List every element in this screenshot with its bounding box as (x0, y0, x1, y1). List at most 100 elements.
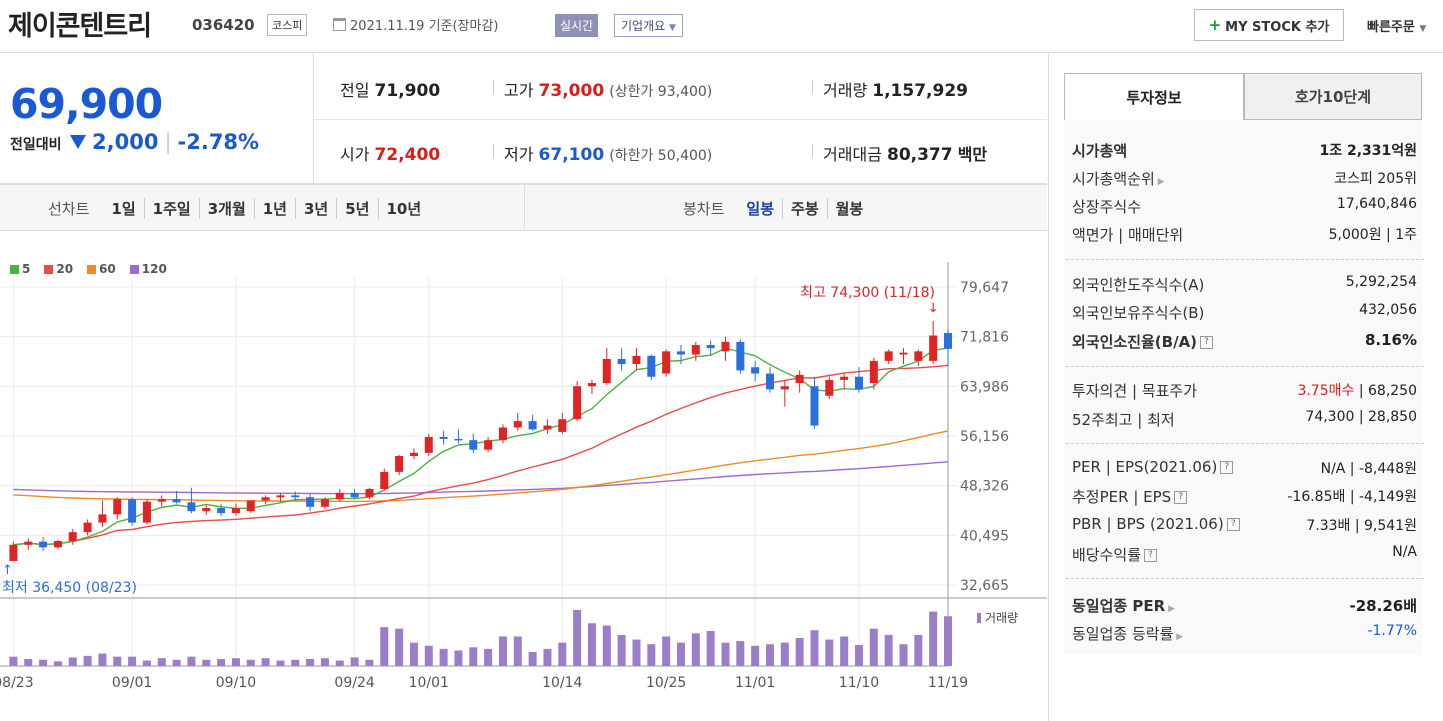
candle-body (647, 355, 656, 377)
tab-1w[interactable]: 1주일 (143, 198, 199, 219)
tab-5y[interactable]: 5년 (336, 198, 377, 219)
ma-5-line (13, 347, 949, 546)
help-icon[interactable]: ? (1144, 549, 1158, 562)
foreign-limit-value: 5,292,254 (1345, 274, 1417, 290)
high-price: 고가 73,000 (상한가 93,400) (504, 77, 712, 101)
candle-body (795, 374, 804, 384)
row-per: PER | EPS(2021.06)? N/A | -8,448원 (1072, 458, 1417, 478)
company-info-dropdown[interactable]: 기업개요 ▼ (614, 14, 683, 37)
realtime-button[interactable]: 실시간 (555, 14, 599, 37)
help-icon[interactable]: ? (1226, 518, 1240, 531)
low-price: 저가 67,100 (하한가 50,400) (504, 141, 712, 165)
candle-body (869, 360, 878, 384)
volume-bar (647, 644, 656, 666)
volume-bar (454, 650, 463, 666)
tab-10y[interactable]: 10년 (377, 198, 430, 219)
row-opinion: 투자의견 | 목표주가 3.75매수 | 68,250 (1072, 380, 1417, 401)
est-per-label: 추정PER | EPS? (1072, 486, 1188, 507)
price-separator (313, 53, 314, 184)
foreign-ratio-label-text: 외국인소진율(B/A) (1072, 333, 1198, 351)
help-icon[interactable]: ? (1200, 336, 1214, 349)
volume: 거래량 1,157,929 (823, 77, 968, 101)
tab-3y[interactable]: 3년 (295, 198, 336, 219)
candle-body (395, 456, 404, 472)
candle-body (558, 419, 567, 432)
target-price: | 68,250 (1358, 383, 1417, 399)
tab-1y[interactable]: 1년 (253, 198, 295, 219)
amount-label: 거래대금 (823, 145, 882, 164)
y-tick-label: 48,326 (960, 479, 1009, 495)
div-label: 배당수익률? (1072, 544, 1158, 565)
volume-bar (691, 633, 700, 666)
volume-bar (632, 639, 641, 666)
candle-body (706, 345, 715, 349)
tab-invest-info[interactable]: 투자정보 (1064, 73, 1244, 120)
y-tick-label: 32,665 (960, 578, 1009, 594)
volume-bar (202, 659, 211, 666)
mystock-add-button[interactable]: + MY STOCK 추가 (1194, 9, 1344, 41)
x-tick-label: 11/01 (735, 675, 775, 691)
candle-body (736, 341, 745, 371)
quick-order-label: 빠른주문 (1367, 20, 1415, 35)
candle-body (765, 373, 774, 390)
row-industry-rate[interactable]: 동일업종 등락률 ▶ -1.77% (1072, 623, 1417, 644)
volume-bar (528, 652, 537, 666)
row-industry-per[interactable]: 동일업종 PER ▶ -28.26배 (1072, 595, 1417, 616)
base-date-text: 2021.11.19 기준(장마감) (350, 19, 499, 34)
est-per-label-text: 추정PER | EPS (1072, 488, 1172, 506)
row-market-cap-rank[interactable]: 시가총액순위 ▶ 코스피 205위 (1072, 168, 1417, 189)
volume-bar (558, 642, 567, 666)
rank-value: 코스피 205위 (1334, 171, 1417, 187)
tab-daily[interactable]: 일봉 (746, 200, 775, 218)
pbr-label: PBR | BPS (2021.06)? (1072, 515, 1240, 535)
candle-body (513, 421, 522, 428)
volume-bar (721, 642, 730, 666)
open-label: 시가 (340, 145, 370, 164)
ma-20-label: 20 (56, 262, 74, 276)
volume-bar (53, 661, 62, 666)
tab-order-book[interactable]: 호가10단계 (1244, 73, 1422, 120)
volume-bar (261, 658, 270, 666)
candle-body (39, 541, 48, 548)
candle-chart-label: 봉차트 (683, 200, 725, 218)
volume-bar (350, 657, 359, 666)
high-label: 고가 (504, 81, 534, 100)
volume-bar (187, 656, 196, 666)
volume-bar (751, 645, 760, 666)
volume-bar (498, 636, 507, 666)
stock-chart[interactable]: 79,647 71,816 63,986 56,156 48,326 40,495 32,6… (0, 232, 1047, 721)
candle-body (884, 351, 893, 361)
cell-divider (812, 80, 813, 94)
volume-bar (409, 642, 418, 666)
tab-monthly[interactable]: 월봉 (826, 198, 872, 219)
market-badge: 코스피 (267, 14, 308, 36)
section-divider (1066, 366, 1424, 367)
volume-bar (884, 634, 893, 666)
ind-rate-label-text: 동일업종 등락률 (1072, 625, 1174, 643)
quick-order-link[interactable]: 빠른주문 ▼ (1367, 16, 1426, 35)
tab-3m[interactable]: 3개월 (198, 198, 254, 219)
volume-bar (469, 647, 478, 666)
help-icon[interactable]: ? (1220, 461, 1234, 474)
ma-60-swatch (87, 265, 97, 274)
row-pbr: PBR | BPS (2021.06)? 7.33배 | 9,541원 (1072, 515, 1417, 535)
candle-body (469, 440, 478, 450)
x-tick-label: 09/24 (334, 675, 374, 691)
stock-code: 036420 (192, 16, 255, 34)
volume-bar (706, 631, 715, 666)
ind-per-value: -28.26배 (1349, 597, 1417, 615)
invest-info-body (1064, 120, 1422, 655)
company-info-label: 기업개요 (621, 19, 666, 33)
cell-divider (493, 80, 494, 94)
volume-bar (320, 658, 329, 666)
volume-bar (513, 636, 522, 666)
amount-unit: 백만 (957, 145, 988, 164)
tab-1d[interactable]: 1일 (111, 200, 136, 218)
par-label: 액면가 | 매매단위 (1072, 226, 1184, 244)
tab-weekly[interactable]: 주봉 (782, 198, 827, 219)
help-icon[interactable]: ? (1174, 491, 1188, 504)
row-foreign-hold: 외국인보유주식수(B) 432,056 (1072, 302, 1417, 323)
candle-body (691, 345, 700, 355)
cell-divider (493, 144, 494, 158)
volume-value: 1,157,929 (872, 81, 968, 101)
